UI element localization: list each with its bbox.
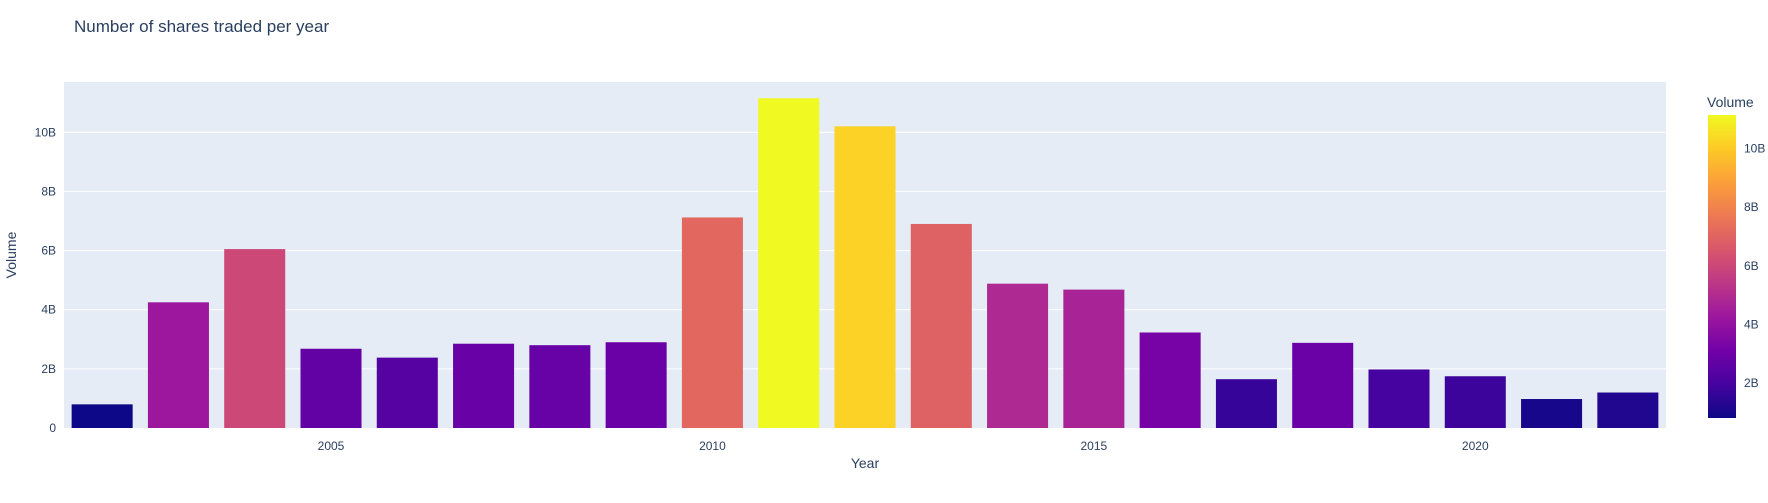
colorbar-tick-label: 6B xyxy=(1744,259,1759,273)
x-tick-label: 2005 xyxy=(318,439,345,453)
bar xyxy=(1521,399,1583,428)
y-tick-label: 8B xyxy=(41,184,56,198)
colorbar-tick-labels: 2B 4B 6B 8B 10B xyxy=(1744,142,1765,390)
y-tick-label: 0 xyxy=(49,421,56,435)
bar xyxy=(834,126,896,428)
bar xyxy=(224,249,286,428)
x-tick-label: 2010 xyxy=(699,439,726,453)
bar xyxy=(1139,332,1201,428)
bar xyxy=(1444,376,1506,428)
bar xyxy=(681,217,743,428)
bar xyxy=(1368,369,1430,428)
chart-title: Number of shares traded per year xyxy=(74,17,329,36)
y-tick-label: 4B xyxy=(41,303,56,317)
y-tick-labels: 0 2B 4B 6B 8B 10B xyxy=(35,125,57,435)
colorbar-tick-label: 10B xyxy=(1744,142,1765,156)
bar xyxy=(1292,342,1354,428)
x-tick-label: 2020 xyxy=(1462,439,1489,453)
colorbar-tick-label: 2B xyxy=(1744,376,1759,390)
bar xyxy=(71,404,133,428)
bar xyxy=(529,345,591,428)
colorbar-title: Volume xyxy=(1707,94,1754,110)
bar xyxy=(1215,379,1277,428)
bar xyxy=(453,343,515,428)
colorbar xyxy=(1708,115,1736,418)
bar xyxy=(1597,392,1659,428)
bars xyxy=(71,98,1659,428)
bar xyxy=(147,302,209,428)
bar xyxy=(376,357,438,428)
x-tick-labels: 2005 2010 2015 2020 xyxy=(318,439,1489,453)
y-tick-label: 2B xyxy=(41,362,56,376)
colorbar-tick-label: 4B xyxy=(1744,317,1759,331)
x-axis-title: Year xyxy=(851,455,880,471)
bar xyxy=(1063,289,1125,428)
y-axis-title: Volume xyxy=(3,231,19,278)
x-tick-label: 2015 xyxy=(1081,439,1108,453)
colorbar-tick-label: 8B xyxy=(1744,200,1759,214)
bar xyxy=(987,283,1049,428)
y-tick-label: 10B xyxy=(35,125,56,139)
bar xyxy=(300,348,362,428)
y-tick-label: 6B xyxy=(41,244,56,258)
bar xyxy=(910,223,972,428)
bar xyxy=(758,98,820,428)
bar xyxy=(605,342,667,428)
